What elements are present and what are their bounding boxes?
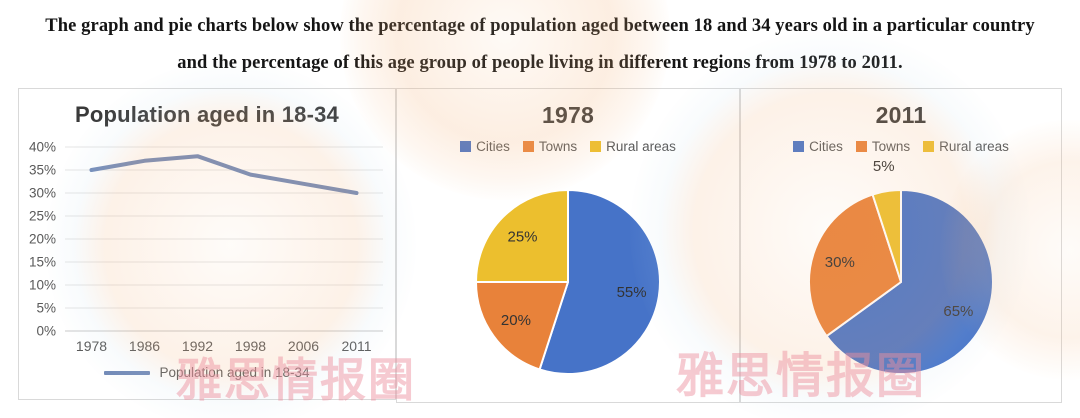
pie-slice-rural-areas [475,189,569,283]
pie-2011-legend: Cities Towns Rural areas [741,139,1061,154]
y-tick-label: 15% [29,255,56,270]
pie-slice-rural-areas [871,189,902,283]
legend-label-towns: Towns [538,139,578,154]
legend-label-cities: Cities [809,139,843,154]
legend-swatch-rural-areas [923,141,935,152]
pie-data-label-cities: 55% [617,284,647,301]
legend-item-rural-areas: Rural areas [590,139,676,154]
x-tick-label: 1986 [129,338,160,354]
y-tick-label: 40% [29,140,56,155]
legend-item-towns: Towns [855,139,911,154]
pie-1978-panel: 1978 Cities Towns Rural areas 55% 20% 25% [396,88,740,403]
task-heading-line2: and the percentage of this age group of … [177,53,903,73]
line-chart-panel: Population aged in 18-34 0% 5% 10% 15% 20% 25… [18,88,396,400]
legend-item-rural-areas: Rural areas [923,139,1009,154]
x-tick-label: 1998 [235,338,266,354]
pie-slice-towns [475,281,569,371]
pie-slice-towns [808,193,902,338]
line-series [89,154,359,195]
y-tick-label: 25% [29,209,56,224]
pie-slice-cities [825,189,994,375]
pie-2011-chart: 65% 30% 5% [808,158,994,375]
legend-label-towns: Towns [871,139,911,154]
legend-swatch-cities [460,141,472,152]
y-tick-label: 10% [29,278,56,293]
line-chart-legend: Population aged in 18-34 [19,365,395,380]
pie-data-label-cities: 65% [943,303,973,320]
pie-1978-chart: 55% 20% 25% [475,189,661,375]
legend-item-cities: Cities [460,139,510,154]
line-chart-title: Population aged in 18-34 [75,102,339,127]
pie-data-label-towns: 20% [501,312,531,329]
pie-data-label-towns: 30% [825,254,855,271]
pie-data-label-rural-areas: 25% [507,229,537,246]
x-tick-label: 2006 [288,338,319,354]
pie-data-label-rural-areas: 5% [873,158,895,175]
line-chart: 0% 5% 10% 15% 20% 25% 30% 35% 40% 1978 1986 1992 199… [29,140,383,354]
legend-swatch-towns [522,141,534,152]
line-legend-swatch [104,370,151,375]
pie-2011-panel: 2011 Cities Towns Rural areas 65% 30% 5% [740,88,1062,403]
legend-label-cities: Cities [476,139,510,154]
pie-1978-legend: Cities Towns Rural areas [397,139,739,154]
y-tick-label: 30% [29,186,56,201]
legend-label-rural-areas: Rural areas [606,139,676,154]
line-legend-label: Population aged in 18-34 [159,365,310,380]
y-tick-label: 5% [36,301,56,316]
legend-item-towns: Towns [522,139,578,154]
task-heading-line1: The graph and pie charts below show the … [45,16,1035,36]
y-tick-label: 35% [29,163,56,178]
x-tick-label: 2011 [341,338,371,354]
y-tick-label: 0% [36,324,56,339]
x-tick-label: 1978 [76,338,107,354]
x-tick-label: 1992 [182,338,213,354]
pie-slice-cities [538,189,661,375]
legend-swatch-towns [855,141,867,152]
pie-1978-title: 1978 [542,102,594,128]
legend-swatch-cities [793,141,805,152]
legend-swatch-rural-areas [590,141,602,152]
legend-item-cities: Cities [793,139,843,154]
y-tick-label: 20% [29,232,56,247]
legend-label-rural-areas: Rural areas [939,139,1009,154]
pie-2011-title: 2011 [875,102,927,128]
task-heading: The graph and pie charts below show the … [0,8,1080,82]
